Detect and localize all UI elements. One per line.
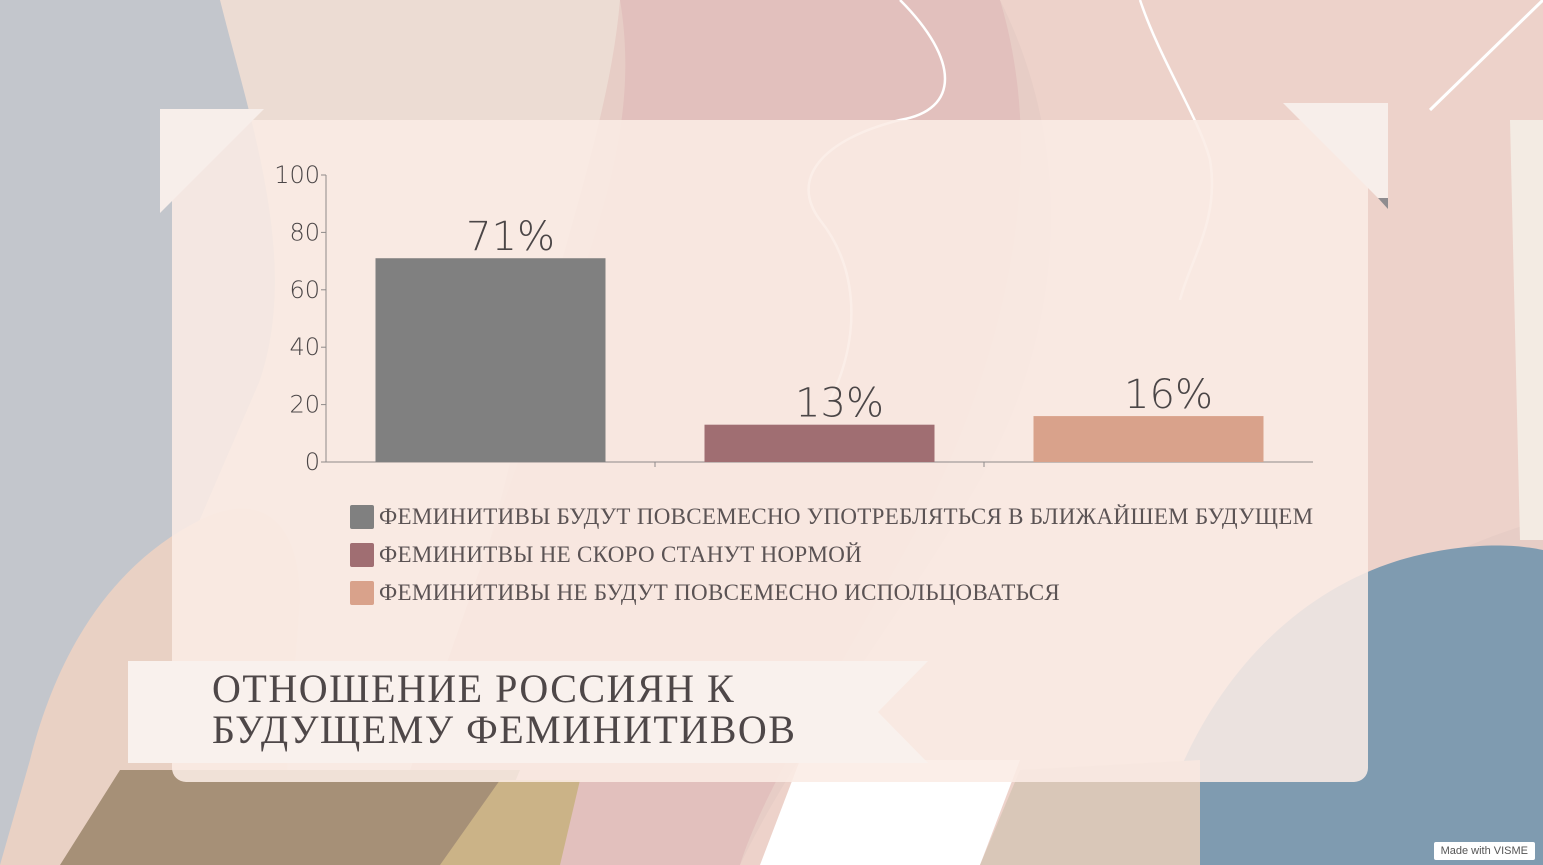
chart-title-line-1: ОТНОШЕНИЕ РОССИЯН К	[212, 666, 736, 711]
bar-1	[704, 424, 935, 462]
y-tick-label: 0	[305, 448, 320, 476]
made-with-visme-badge[interactable]: Made with VISME	[1433, 842, 1535, 860]
data-label-1: 13%	[795, 381, 884, 427]
chart-legend: ФЕМИНИТИВЫ БУДУТ ПОВСЕМЕСНО УПОТРЕБЛЯТЬС…	[350, 498, 1313, 612]
legend-item-0: ФЕМИНИТИВЫ БУДУТ ПОВСЕМЕСНО УПОТРЕБЛЯТЬС…	[350, 498, 1313, 536]
legend-label-1: ФЕМИНИТВЫ НЕ СКОРО СТАНУТ НОРМОЙ	[379, 542, 863, 567]
data-label-2: 16%	[1124, 372, 1213, 418]
y-tick-label: 20	[289, 391, 320, 419]
y-tick-label: 80	[289, 218, 320, 246]
legend-item-1: ФЕМИНИТВЫ НЕ СКОРО СТАНУТ НОРМОЙ	[350, 536, 1313, 574]
y-tick-label: 60	[289, 276, 320, 304]
bar-2	[1033, 416, 1264, 462]
data-label-0: 71%	[466, 214, 555, 260]
legend-label-0: ФЕМИНИТИВЫ БУДУТ ПОВСЕМЕСНО УПОТРЕБЛЯТЬС…	[379, 504, 1314, 529]
bars	[375, 258, 1264, 467]
data-labels: 71% 13% 16%	[466, 214, 1213, 426]
chart-title-line-2: БУДУЩЕМУ ФЕМИНИТИВОВ	[212, 707, 797, 752]
legend-swatch-0	[350, 505, 374, 529]
chart-title: ОТНОШЕНИЕ РОССИЯН К БУДУЩЕМУ ФЕМИНИТИВОВ	[212, 668, 796, 750]
legend-swatch-2	[350, 581, 374, 605]
y-tick-label: 100	[274, 161, 320, 189]
y-tick-label: 40	[289, 333, 320, 361]
legend-swatch-1	[350, 543, 374, 567]
corner-fold-left	[160, 109, 264, 213]
legend-label-2: ФЕМИНИТИВЫ НЕ БУДУТ ПОВСЕМЕСНО ИСПОЛЬЦОВ…	[379, 580, 1060, 605]
title-banner	[128, 661, 928, 763]
bar-0	[375, 258, 606, 462]
corner-fold-right	[1283, 103, 1388, 209]
legend-item-2: ФЕМИНИТИВЫ НЕ БУДУТ ПОВСЕМЕСНО ИСПОЛЬЦОВ…	[350, 574, 1313, 612]
